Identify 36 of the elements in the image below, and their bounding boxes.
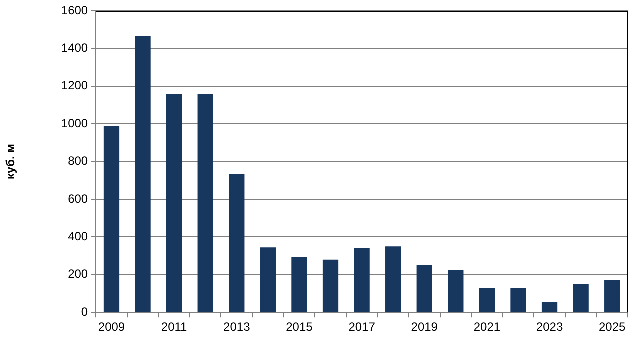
y-tick-label: 400	[68, 230, 88, 244]
x-tick-label: 2023	[536, 320, 564, 334]
y-tick-label: 1600	[61, 3, 88, 18]
x-tick-label: 2025	[599, 320, 626, 334]
bar	[604, 280, 620, 312]
bar	[479, 288, 496, 312]
x-tick-label: 2017	[348, 320, 376, 334]
x-tick-label: 2013	[224, 320, 251, 334]
bar	[166, 94, 182, 312]
bar	[354, 248, 370, 312]
bar	[448, 270, 464, 312]
bar	[386, 246, 402, 312]
y-tick-label: 600	[68, 192, 88, 206]
bar	[135, 36, 151, 312]
bar	[510, 288, 526, 312]
x-tick-label: 2019	[411, 320, 438, 334]
y-tick-label: 1000	[61, 116, 88, 130]
x-tick-label: 2021	[474, 320, 501, 334]
bar	[542, 302, 558, 312]
x-tick-label: 2011	[161, 320, 188, 334]
bar	[573, 284, 589, 312]
y-tick-label: 1400	[61, 41, 88, 56]
bar	[416, 265, 432, 312]
bar	[260, 248, 276, 312]
y-tick-label: 0	[81, 304, 88, 319]
y-axis-title: куб. м	[4, 144, 18, 180]
bar	[198, 94, 214, 312]
bar	[292, 256, 308, 312]
bar	[229, 174, 245, 312]
x-tick-label: 2015	[286, 320, 314, 334]
bar	[322, 260, 339, 312]
y-tick-label: 1200	[61, 78, 88, 93]
x-tick-label: 2009	[98, 320, 126, 334]
y-tick-label: 800	[68, 154, 88, 168]
y-tick-label: 200	[68, 267, 88, 282]
bar	[104, 126, 120, 312]
